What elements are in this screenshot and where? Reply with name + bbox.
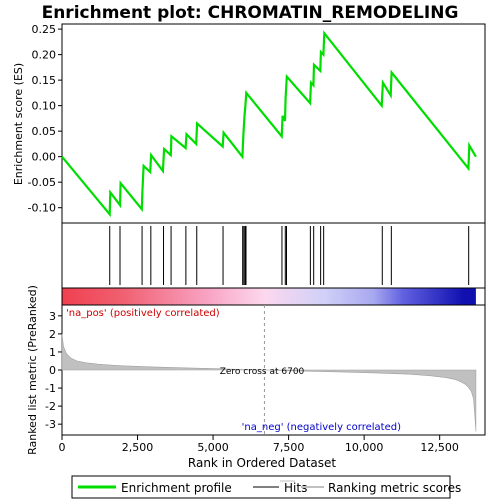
rank-y-tick-label: -1 [45, 382, 56, 395]
es-panel-frame [61, 23, 486, 224]
es-y-axis-label: Enrichment score (ES) [12, 63, 25, 185]
x-tick-label: 10,000 [345, 441, 384, 454]
x-tick-label: 0 [59, 441, 66, 454]
enrichment-profile-line [61, 30, 477, 218]
x-axis-label: Rank in Ordered Dataset [188, 456, 336, 470]
es-y-tick-label: 0.25 [32, 23, 57, 36]
chart-title: Enrichment plot: CHROMATIN_REMODELING [42, 3, 459, 23]
es-y-tick-label: 0.20 [32, 49, 57, 62]
es-curve-group [61, 30, 477, 218]
ranking-color-bar [62, 288, 476, 305]
x-tick-label: 2,500 [122, 441, 154, 454]
rank-y-axis-label: Ranked list metric (PreRanked) [26, 285, 39, 455]
rank-y-tick-label: 1 [49, 346, 56, 359]
es-y-tick-label: 0.00 [32, 151, 57, 164]
x-tick-label: 12,500 [420, 441, 459, 454]
rank-y-axis: -3 -2 -1 0 1 2 3 [45, 310, 62, 431]
legend-hits-label: Hits [284, 481, 307, 495]
es-y-tick-label: -0.05 [28, 176, 56, 189]
rank-y-tick-label: -2 [45, 400, 56, 413]
hits-group [109, 226, 470, 285]
zero-cross-label: Zero cross at 6700 [220, 367, 305, 377]
es-y-tick-label: 0.05 [32, 125, 57, 138]
rank-y-tick-label: 0 [49, 364, 56, 377]
negative-correlation-label: 'na_neg' (negatively correlated) [242, 422, 401, 433]
hits-panel-frame [61, 222, 486, 289]
rank-y-tick-label: 2 [49, 328, 56, 341]
es-y-tick-label: 0.15 [32, 74, 57, 87]
es-y-tick-label: -0.10 [28, 202, 56, 215]
x-tick-label: 7,500 [273, 441, 305, 454]
ranking-metric-area [61, 333, 477, 432]
es-y-axis: -0.10 -0.05 0.00 0.05 0.10 0.15 0.20 0.25 [28, 23, 62, 215]
rank-metric-area [61, 333, 477, 432]
es-y-tick-label: 0.10 [32, 100, 57, 113]
legend-ranking-label: Ranking metric scores [328, 481, 461, 495]
x-tick-label: 5,000 [197, 441, 229, 454]
legend-enrichment-label: Enrichment profile [121, 481, 232, 495]
rank-y-tick-label: 3 [49, 310, 56, 323]
positive-correlation-label: 'na_pos' (positively correlated) [66, 308, 220, 319]
rank-y-tick-label: -3 [45, 418, 56, 431]
x-axis: 0 2,500 5,000 7,500 10,000 12,500 [59, 435, 459, 454]
